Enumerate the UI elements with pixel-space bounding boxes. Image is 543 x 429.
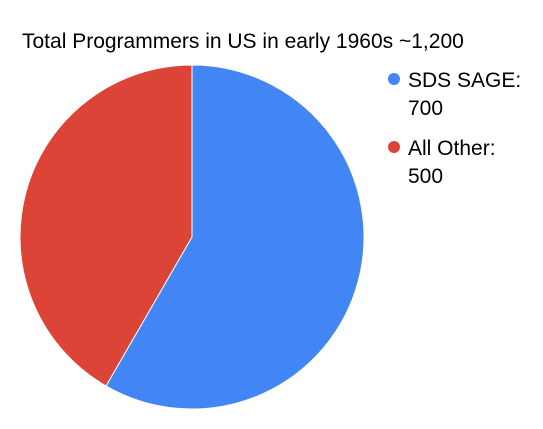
- legend: SDS SAGE: 700 All Other: 500: [388, 69, 521, 188]
- pie-slice-1: [105, 64, 365, 410]
- pie-slices: [19, 64, 365, 410]
- pie-slice-2: [19, 64, 193, 387]
- legend-label-1: SDS SAGE:: [408, 69, 521, 92]
- legend-marker-2: [388, 141, 400, 153]
- legend-label-2: All Other:: [408, 137, 496, 160]
- chart-title: Total Programmers in US in early 1960s ~…: [22, 30, 464, 53]
- legend-value-2: 500: [408, 165, 443, 188]
- legend-marker-1: [388, 73, 400, 85]
- legend-value-1: 700: [408, 97, 443, 120]
